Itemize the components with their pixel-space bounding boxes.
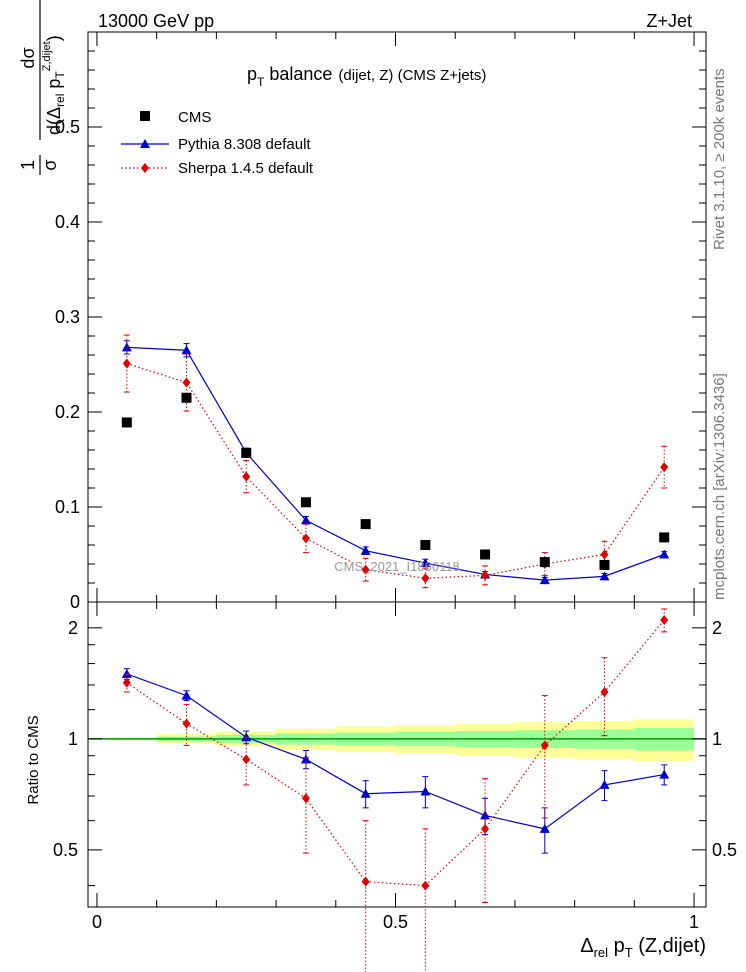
sherpa-point [301,533,310,544]
pythia-point [659,549,670,559]
cms-point [599,559,610,570]
pythia-point [599,571,610,581]
pythia-point [420,558,431,568]
ratio-sherpa-point [481,823,490,834]
sherpa-series [122,334,669,589]
sherpa-point [600,549,609,560]
main-plot-panel: 0 0.1 0.2 0.3 0.4 0.5 [55,31,707,612]
ratio-pythia-point [659,769,670,779]
legend-item-pythia: Pythia 8.308 default [121,136,311,153]
cms-point [480,549,491,560]
ratio-pythia-point [420,786,431,796]
y-tick-label: 0.2 [55,402,80,422]
main-y-axis-label: 1 σ dσ d(Δrel pTZ,dijet) [18,0,67,175]
x-tick-label: 0 [92,912,102,932]
ratio-y-tick-label-right: 0.5 [712,840,737,860]
legend: CMS Pythia 8.308 default Sherpa 1.4.5 de… [121,109,314,177]
cms-point [420,540,431,550]
svg-text:Pythia 8.308 default: Pythia 8.308 default [178,136,311,153]
legend-item-sherpa: Sherpa 1.4.5 default [121,160,314,177]
ratio-sherpa-point [182,718,191,729]
ratio-pythia-series [121,668,670,854]
svg-text:Sherpa 1.4.5 default: Sherpa 1.4.5 default [178,160,314,177]
ratio-plot-panel: 0 0.5 1 0.5 0.5 1 1 2 2 [53,601,737,972]
y-tick-label: 0.5 [55,117,80,137]
sherpa-point [660,462,669,473]
ratio-pythia-point [360,788,371,798]
rivet-version-label: Rivet 3.1.10, ≥ 200k events [711,68,728,250]
cms-point [241,447,252,458]
ratio-sherpa-series [122,608,669,972]
cms-point [539,557,550,568]
ratio-sherpa-point [361,876,370,887]
ratio-y-tick-label: 2 [68,618,78,638]
ratio-pythia-line [126,673,665,830]
svg-text:σ: σ [40,159,60,170]
ratio-sherpa-point [301,793,310,804]
cms-point [300,497,311,508]
ratio-y-tick-label-right: 1 [712,729,722,749]
ratio-sherpa-point [122,677,131,688]
ratio-sherpa-point [600,686,609,697]
process-label: Z+Jet [646,11,692,31]
energy-label: 13000 GeV pp [98,11,214,31]
ratio-sherpa-point [242,754,251,765]
sherpa-point [122,358,131,369]
ratio-frame [87,601,707,908]
ratio-sherpa-point [421,880,430,891]
pythia-point [300,515,311,525]
x-tick-label: 1 [689,912,699,932]
ratio-pythia-point [181,690,192,700]
pythia-point [360,545,371,555]
ratio-y-tick-label: 0.5 [53,840,78,860]
ratio-sherpa-point [660,615,669,626]
y-tick-label: 0.3 [55,307,80,327]
pythia-point [539,575,550,585]
mcplots-source-label: mcplots.cern.ch [arXiv:1306.3436] [711,373,728,600]
ratio-y-tick-label: 1 [68,729,78,749]
cms-point [659,532,670,543]
sherpa-point [481,570,490,581]
ratio-y-tick-label-right: 2 [712,618,722,638]
cms-point [181,392,192,403]
ratio-sherpa-point [540,740,549,751]
ratio-y-axis-label: Ratio to CMS [25,715,42,804]
y-tick-label: 0.4 [55,212,80,232]
svg-text:1: 1 [18,160,38,170]
plot-title: pT balance (dijet, Z) (CMS Z+jets) [247,64,486,89]
cms-point [121,417,132,428]
svg-text:d(Δrel pTZ,dijet): d(Δrel pTZ,dijet) [41,35,67,135]
pythia-point [181,345,192,355]
sherpa-point [242,471,251,482]
x-tick-label: 0.5 [383,912,408,932]
cms-marker-icon [140,111,150,121]
x-axis-label: Δrel pT (Z,dijet) [580,935,706,960]
sherpa-line [126,362,665,579]
svg-text:CMS: CMS [178,109,211,126]
cms-point [360,519,371,530]
analysis-watermark: CMS_2021_I1866118 [334,559,460,574]
svg-text:dσ: dσ [18,47,38,68]
pythia-line [126,346,665,581]
diamond-marker-icon [141,163,149,173]
sherpa-point [182,377,191,388]
cms-series [121,392,670,570]
y-tick-label: 0 [70,592,80,612]
triangle-marker-icon [140,139,150,148]
y-tick-label: 0.1 [55,497,80,517]
ratio-pythia-point [599,779,610,789]
pythia-series [121,340,670,585]
ratio-pythia-point [539,823,550,833]
sherpa-point [361,564,370,575]
legend-item-cms: CMS [140,109,211,126]
ratio-sherpa-line [126,619,665,887]
sherpa-point [421,573,430,584]
